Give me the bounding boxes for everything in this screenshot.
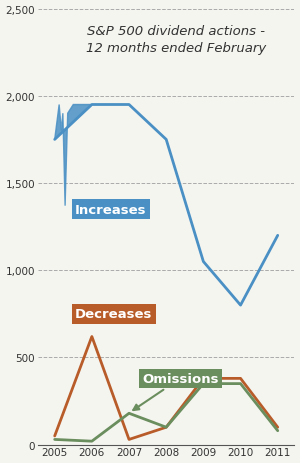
Polygon shape [55, 105, 92, 206]
Text: Decreases: Decreases [75, 308, 152, 321]
Text: Omissions: Omissions [133, 372, 218, 410]
Text: Increases: Increases [75, 203, 147, 216]
Text: S&P 500 dividend actions -
12 months ended February: S&P 500 dividend actions - 12 months end… [86, 25, 267, 55]
